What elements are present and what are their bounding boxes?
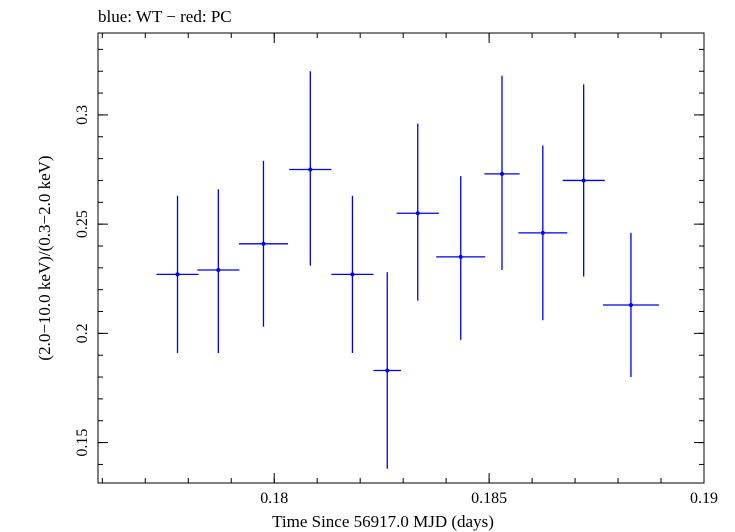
data-series-wt bbox=[156, 71, 659, 469]
plot-frame bbox=[97, 32, 705, 484]
data-marker bbox=[458, 254, 463, 259]
data-marker bbox=[500, 171, 504, 176]
y-tick-label: 0.15 bbox=[74, 429, 91, 457]
data-marker bbox=[308, 167, 313, 172]
data-point bbox=[484, 75, 520, 271]
data-marker bbox=[261, 241, 266, 246]
y-axis-label: (2.0−10.0 keV)/(0.3−2.0 keV) bbox=[35, 155, 54, 360]
data-marker bbox=[415, 211, 420, 216]
axis-ticks bbox=[98, 33, 705, 483]
data-point bbox=[562, 84, 605, 277]
data-point bbox=[603, 232, 659, 378]
data-marker bbox=[216, 268, 221, 273]
x-axis-label: Time Since 56917.0 MJD (days) bbox=[272, 512, 494, 531]
data-point bbox=[396, 123, 439, 301]
y-tick-label: 0.2 bbox=[74, 323, 91, 343]
data-point bbox=[289, 71, 332, 266]
data-point bbox=[373, 272, 401, 469]
data-point bbox=[331, 195, 374, 354]
data-point bbox=[156, 195, 199, 354]
chart-title: blue: WT − red: PC bbox=[98, 7, 232, 26]
data-marker bbox=[540, 230, 545, 235]
data-marker bbox=[175, 272, 180, 277]
data-marker bbox=[628, 302, 633, 307]
x-tick-label: 0.18 bbox=[260, 490, 288, 507]
y-tick-label: 0.25 bbox=[74, 210, 91, 238]
data-point bbox=[518, 145, 568, 321]
data-marker bbox=[581, 178, 586, 183]
data-point bbox=[436, 176, 486, 340]
data-marker bbox=[385, 368, 390, 373]
data-point bbox=[238, 160, 288, 327]
data-marker bbox=[350, 272, 355, 277]
x-tick-label: 0.19 bbox=[690, 490, 718, 507]
axis-tick-labels: 0.18 0.185 0.19 0.15 0.2 0.25 0.3 bbox=[74, 105, 718, 507]
x-tick-label: 0.185 bbox=[471, 490, 507, 507]
y-tick-label: 0.3 bbox=[74, 105, 91, 125]
data-point bbox=[197, 189, 240, 354]
